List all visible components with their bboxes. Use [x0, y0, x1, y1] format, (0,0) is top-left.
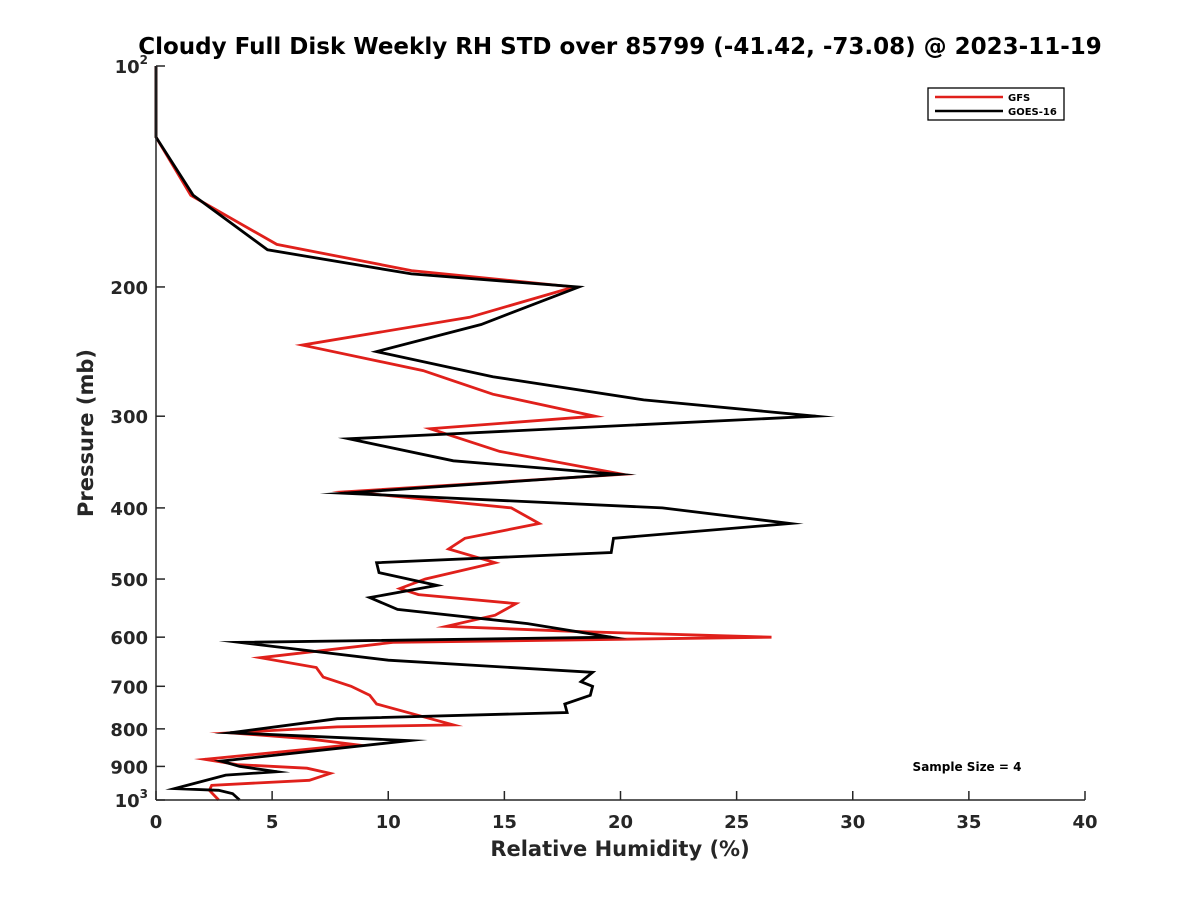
x-tick-label: 40 [1072, 812, 1097, 833]
legend-box [927, 87, 1065, 121]
x-tick-label: 15 [492, 812, 517, 833]
x-tick-label: 10 [376, 812, 401, 833]
legend: GFS GOES-16 [927, 87, 1065, 121]
series-layer [154, 66, 836, 802]
legend-label-goes16: GOES-16 [1008, 107, 1057, 118]
y-tick-label: 400 [110, 499, 148, 520]
x-tick-label: 30 [840, 812, 865, 833]
x-tick-label: 0 [150, 812, 163, 833]
x-tick-label: 5 [266, 812, 279, 833]
y-tick-label: 600 [110, 628, 148, 649]
y-axis-ticks: 102 200 300 400 500 600 700 800 900 103 [110, 53, 165, 812]
x-axis-label: Relative Humidity (%) [490, 837, 749, 861]
y-tick-label: 500 [110, 570, 148, 591]
y-tick-label: 102 [115, 53, 148, 78]
x-tick-label: 20 [608, 812, 633, 833]
series-line-gfs [154, 66, 772, 801]
series-line-goes16 [154, 66, 836, 802]
y-tick-label: 200 [110, 278, 148, 299]
y-tick-label: 800 [110, 720, 148, 741]
x-tick-label: 35 [956, 812, 981, 833]
legend-label-gfs: GFS [1008, 93, 1030, 104]
x-axis-ticks: 0 5 10 15 20 25 30 35 40 [150, 791, 1098, 833]
sample-size-annotation: Sample Size = 4 [913, 760, 1022, 774]
chart-title: Cloudy Full Disk Weekly RH STD over 8579… [138, 34, 1102, 60]
y-axis-label: Pressure (mb) [74, 349, 98, 517]
x-tick-label: 25 [724, 812, 749, 833]
y-tick-label: 300 [110, 407, 148, 428]
plot-area: 0 5 10 15 20 25 30 35 40 102 200 300 400 500 600 700 80… [110, 53, 1097, 833]
y-tick-label: 103 [115, 787, 148, 812]
y-tick-label: 700 [110, 677, 148, 698]
y-tick-label: 900 [110, 757, 148, 778]
